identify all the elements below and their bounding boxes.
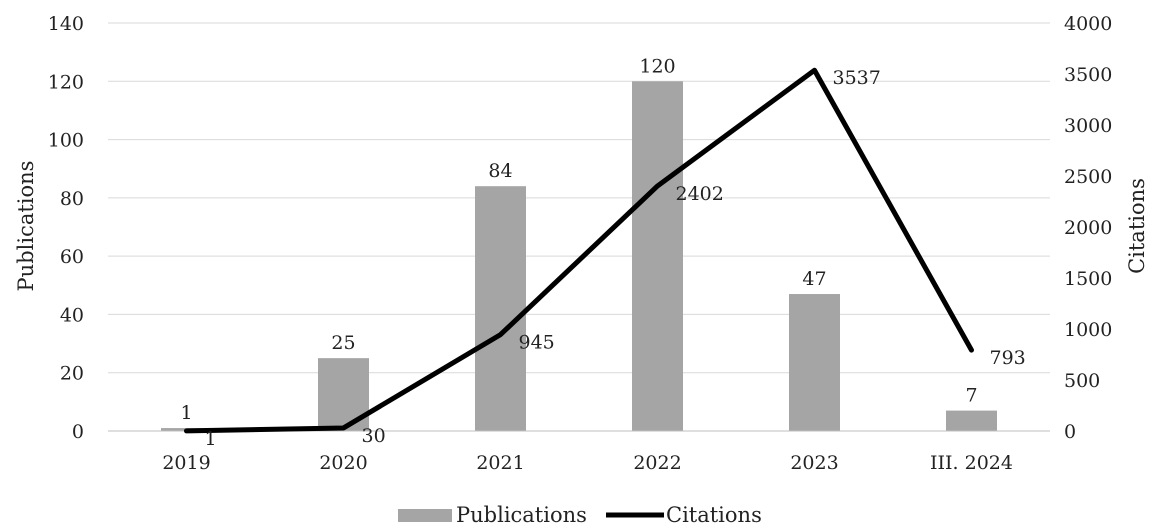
right-axis-ticks: 0 500 1000 1500 2000 2500 3000 3500 4000	[1064, 13, 1112, 443]
legend-swatch-publications	[398, 509, 452, 522]
bar-publications-5	[946, 410, 997, 431]
line-series-citations	[184, 67, 974, 434]
category-label: 2019	[162, 452, 210, 474]
category-label: 2021	[476, 452, 524, 474]
right-tick-label: 3500	[1064, 64, 1112, 86]
publications-data-label: 25	[331, 332, 355, 354]
publications-data-label: 84	[488, 160, 512, 182]
left-tick-label: 120	[48, 71, 84, 93]
bar-publications-4	[789, 294, 840, 431]
category-label: 2020	[319, 452, 367, 474]
publications-data-labels: 1 25 84 120 47 7	[180, 55, 977, 424]
citations-data-label: 2402	[676, 183, 724, 205]
publications-data-label: 7	[965, 385, 977, 407]
citations-data-label: 793	[990, 347, 1026, 369]
category-label: 2023	[790, 452, 838, 474]
bar-publications-3	[632, 81, 683, 432]
publications-data-label: 1	[180, 402, 192, 424]
citations-data-label: 3537	[833, 67, 881, 89]
right-tick-label: 2500	[1064, 166, 1112, 188]
right-tick-label: 4000	[1064, 13, 1112, 35]
publications-data-label: 120	[639, 55, 675, 77]
left-tick-label: 0	[72, 421, 84, 443]
left-tick-label: 60	[60, 246, 84, 268]
right-tick-label: 2000	[1064, 217, 1112, 239]
legend: Publications Citations	[398, 503, 762, 526]
right-tick-label: 1000	[1064, 319, 1112, 341]
citations-line	[184, 67, 974, 434]
legend-label-citations: Citations	[666, 503, 762, 526]
publications-data-label: 47	[802, 268, 826, 290]
left-axis-ticks: 0 20 40 60 80 100 120 140	[48, 13, 84, 443]
citations-data-label: 1	[205, 428, 217, 450]
citations-data-label: 30	[362, 425, 386, 447]
legend-label-publications: Publications	[456, 503, 587, 526]
right-tick-label: 500	[1064, 370, 1100, 392]
left-tick-label: 140	[48, 13, 84, 35]
right-tick-label: 1500	[1064, 268, 1112, 290]
category-label: III. 2024	[930, 452, 1013, 474]
category-label: 2022	[633, 452, 681, 474]
bar-publications-2	[475, 186, 526, 431]
gridlines	[108, 22, 1050, 374]
right-tick-label: 3000	[1064, 115, 1112, 137]
citations-data-label: 945	[519, 332, 555, 354]
x-axis-category-labels: 2019 2020 2021 2022 2023 III. 2024	[162, 452, 1013, 474]
left-tick-label: 100	[48, 130, 84, 152]
left-tick-label: 20	[60, 363, 84, 385]
right-axis-title: Citations	[1125, 178, 1149, 274]
right-tick-label: 0	[1064, 421, 1076, 443]
left-tick-label: 80	[60, 188, 84, 210]
left-tick-label: 40	[60, 304, 84, 326]
left-axis-title: Publications	[14, 161, 38, 292]
citations-data-labels: 1 30 945 2402 3537 793	[205, 67, 1026, 450]
